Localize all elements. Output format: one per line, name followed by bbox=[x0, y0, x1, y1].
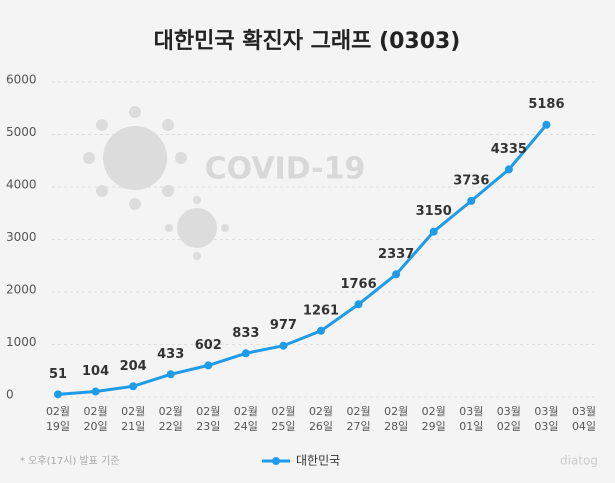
data-point bbox=[542, 120, 551, 129]
data-label: 1766 bbox=[340, 277, 376, 292]
data-label: 602 bbox=[195, 338, 222, 353]
data-label: 1261 bbox=[303, 303, 339, 318]
data-label: 5186 bbox=[528, 97, 564, 112]
data-label: 2337 bbox=[378, 247, 414, 262]
x-tick-label: 02월 19일 bbox=[45, 405, 71, 433]
data-point bbox=[241, 349, 250, 358]
data-point bbox=[392, 270, 401, 279]
y-tick-label: 5000 bbox=[6, 125, 37, 139]
x-tick-label: 02월 26일 bbox=[308, 405, 334, 433]
x-tick-label: 02월 25일 bbox=[271, 405, 296, 433]
data-point bbox=[354, 300, 363, 309]
x-tick-label: 02월 21일 bbox=[121, 405, 146, 433]
x-tick-label: 03월 03일 bbox=[534, 405, 559, 433]
watermark: COVID-19 bbox=[205, 152, 366, 187]
data-label: 3736 bbox=[453, 173, 489, 188]
data-point bbox=[317, 326, 325, 335]
data-point bbox=[129, 382, 138, 391]
logo: diatog bbox=[560, 454, 598, 468]
y-tick-label: 2000 bbox=[6, 283, 37, 297]
data-label: 4335 bbox=[491, 142, 527, 157]
x-tick-label: 03월 01일 bbox=[459, 405, 484, 433]
data-point bbox=[429, 227, 438, 236]
series-line bbox=[57, 123, 548, 396]
data-point bbox=[91, 387, 100, 396]
y-tick-label: 3000 bbox=[6, 230, 37, 244]
x-tick-label: 03월 02일 bbox=[496, 405, 521, 433]
x-tick-label: 03월 04일 bbox=[571, 405, 597, 433]
y-tick-label: 1000 bbox=[6, 335, 37, 349]
x-tick-label: 02월 24일 bbox=[233, 405, 258, 433]
data-label: 3150 bbox=[416, 204, 452, 219]
x-tick-label: 02월 28일 bbox=[384, 405, 409, 433]
x-tick-label: 02월 29일 bbox=[421, 405, 446, 433]
chart-title: 대한민국 확진자 그래프 (0303) bbox=[154, 29, 461, 54]
y-tick-label: 4000 bbox=[6, 178, 37, 192]
data-point bbox=[279, 341, 288, 350]
data-point bbox=[504, 165, 513, 174]
virus-icon bbox=[83, 106, 229, 260]
footnote: * 오후(17시) 발표 기준 bbox=[20, 455, 119, 467]
data-point bbox=[467, 196, 476, 205]
legend-marker bbox=[272, 457, 280, 465]
x-tick-label: 02월 22일 bbox=[158, 405, 183, 433]
data-point bbox=[166, 370, 175, 379]
data-label: 204 bbox=[120, 359, 147, 374]
x-tick-label: 02월 23일 bbox=[196, 405, 221, 433]
y-tick-label: 6000 bbox=[6, 73, 37, 87]
x-tick-label: 02월 27일 bbox=[346, 405, 371, 433]
y-tick-label: 0 bbox=[6, 388, 14, 402]
data-label: 51 bbox=[49, 367, 67, 382]
data-point bbox=[204, 361, 213, 370]
data-label: 833 bbox=[232, 326, 259, 341]
data-label: 104 bbox=[82, 364, 109, 379]
data-point bbox=[54, 390, 62, 399]
data-label: 433 bbox=[157, 347, 184, 362]
x-tick-label: 02월 20일 bbox=[83, 405, 108, 433]
data-label: 977 bbox=[270, 318, 297, 333]
legend-label: 대한민국 bbox=[296, 454, 340, 468]
